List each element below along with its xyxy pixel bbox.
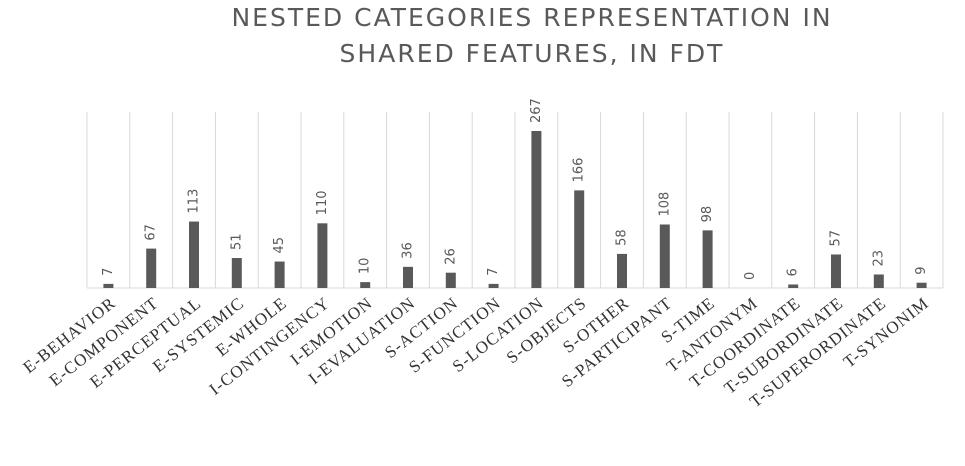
bar (702, 230, 713, 288)
bar (445, 272, 456, 288)
bar (488, 283, 499, 288)
bar (831, 254, 841, 288)
value-label: 23 (871, 250, 886, 267)
value-label: 36 (401, 242, 416, 259)
bar (146, 248, 157, 288)
value-label: 108 (657, 192, 672, 217)
value-label: 113 (187, 189, 202, 214)
bar (531, 131, 542, 288)
value-label: 267 (529, 98, 544, 123)
bar (360, 282, 371, 288)
bar (317, 223, 328, 288)
value-label: 67 (144, 224, 159, 241)
bar (189, 221, 199, 288)
bar (617, 253, 627, 288)
value-label: 166 (572, 158, 587, 183)
bar (274, 261, 285, 288)
value-label: 51 (229, 233, 244, 250)
chart-title: NESTED CATEGORIES REPRESENTATION IN SHAR… (231, 3, 833, 68)
value-label: 98 (700, 206, 715, 223)
bar (231, 258, 242, 288)
value-label: 7 (486, 268, 501, 276)
value-label: 10 (358, 258, 373, 275)
value-label: 45 (272, 237, 287, 254)
bar (873, 274, 884, 288)
value-label: 58 (615, 229, 630, 246)
value-label: 9 (914, 266, 929, 274)
value-label: 26 (443, 248, 458, 265)
bar (788, 284, 799, 288)
value-label: 57 (829, 230, 844, 247)
value-label: 0 (743, 272, 758, 280)
bar (916, 282, 927, 288)
bar (659, 224, 670, 288)
value-label: 6 (786, 268, 801, 276)
value-label: 110 (315, 190, 330, 215)
value-label: 7 (101, 268, 116, 276)
bar (403, 266, 413, 288)
bar (103, 283, 114, 288)
bar (574, 190, 585, 288)
